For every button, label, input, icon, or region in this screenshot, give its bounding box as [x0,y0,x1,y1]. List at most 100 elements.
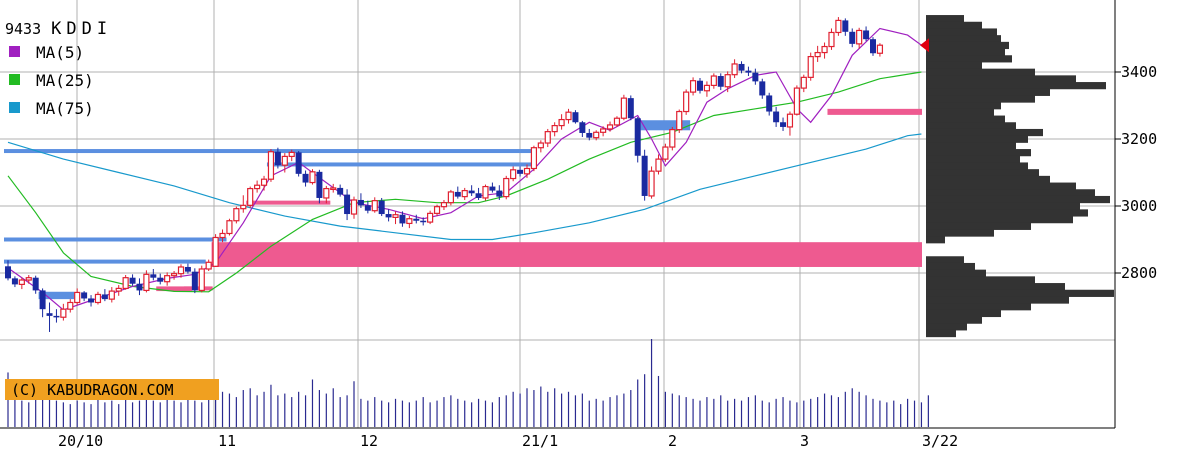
x-axis: 20/10 11 12 21/1 2 3 3/22 [58,432,958,450]
volume-profile-bar [926,128,1043,137]
volume-profile-bar [926,35,1001,43]
candle-up [503,175,510,200]
legend-label: MA(75) [36,99,94,118]
volume-profile-bar [926,41,1009,50]
candle-body [115,287,122,292]
candle-body [759,81,766,96]
candle-body [357,199,364,206]
candle-body [392,214,399,218]
candle-body [606,124,614,130]
candle-up [793,85,800,116]
candle-body [683,91,690,113]
candle-body [122,277,129,290]
candle-body [447,191,454,204]
candle-down [586,128,593,141]
candle-body [821,45,828,54]
gap-band-down [640,120,691,131]
x-tick-label: 20/10 [58,432,103,450]
candle-up [856,27,863,49]
candle-down [413,214,420,224]
candle-up [212,234,219,267]
volume-profile-bar [926,202,1080,210]
candle-body [752,72,759,82]
candle-up [440,199,448,211]
candle-up [170,270,178,280]
y-tick-label: 2800 [1121,264,1157,282]
candle-body [634,118,641,156]
candle-down [634,116,641,163]
candle-body [323,187,330,199]
candle-up [523,164,531,178]
volume-profile-bar [926,162,1028,170]
candle-up [226,218,233,236]
volume-profile-bar [926,68,1035,76]
candle-up [18,277,25,290]
candle-body [537,142,544,149]
candle-body [226,220,233,235]
candle-body [350,199,358,215]
plot-frame [0,0,1116,429]
candle-down [11,276,18,288]
volume-profile-bar [926,195,1110,204]
candle-down [475,187,482,200]
candle-down [752,68,759,85]
candle-down [157,273,164,285]
candle-up [433,204,441,217]
candle-down [468,185,475,196]
candle-down [420,217,427,226]
candle-down [46,302,53,332]
candle-body [558,118,565,127]
candle-body [627,98,634,119]
volume-profile-bar [926,55,1012,63]
y-tick-label: 3400 [1121,63,1157,81]
candle-body [530,147,538,170]
candle-body [856,29,863,45]
candle-body [876,44,884,54]
volume-profile-bar [926,155,1020,163]
gap-band-down [4,259,206,264]
candle-body [309,171,316,184]
candle-up [143,270,150,293]
candle-down [627,95,634,121]
candle-up [281,153,288,173]
volume-profile-bar [926,95,1035,103]
candle-body [191,271,198,291]
candle-body [219,232,226,239]
candle-up [350,196,358,219]
candle-up [371,197,378,213]
candle-down [496,185,503,200]
candle-up [254,180,261,193]
volume-profile-bar [926,142,1016,150]
candle-down [863,26,870,42]
volume-profile [926,15,1114,338]
candle-body [108,290,115,300]
candle-down [454,186,461,199]
candle-body [551,124,558,133]
candle-up [669,126,676,151]
candle-down [191,268,198,294]
candle-body [717,76,724,87]
candle-up [876,43,884,57]
candle-up [219,229,226,243]
candle-body [565,111,572,121]
candle-body [600,128,607,133]
gap-band-up [211,242,923,267]
candle-up [233,206,240,224]
watermark: (C) KABUDRAGON.COM [5,379,219,400]
candle-body [489,186,496,191]
volume-profile-bar [926,61,982,70]
candle-body [745,70,752,73]
candle-down [717,73,724,91]
candle-up [198,265,205,293]
candle-body [420,220,427,223]
candle-up [800,74,807,93]
gap-bands [4,108,923,300]
volume-profile-bar [926,115,1005,123]
candle-body [689,80,697,93]
x-tick-label: 3 [800,432,809,450]
candle-up [267,149,275,182]
candle-down [337,184,344,197]
legend-item: MA(25) [9,71,94,90]
volume-profile-bar [926,102,1001,110]
candle-body [413,218,420,221]
